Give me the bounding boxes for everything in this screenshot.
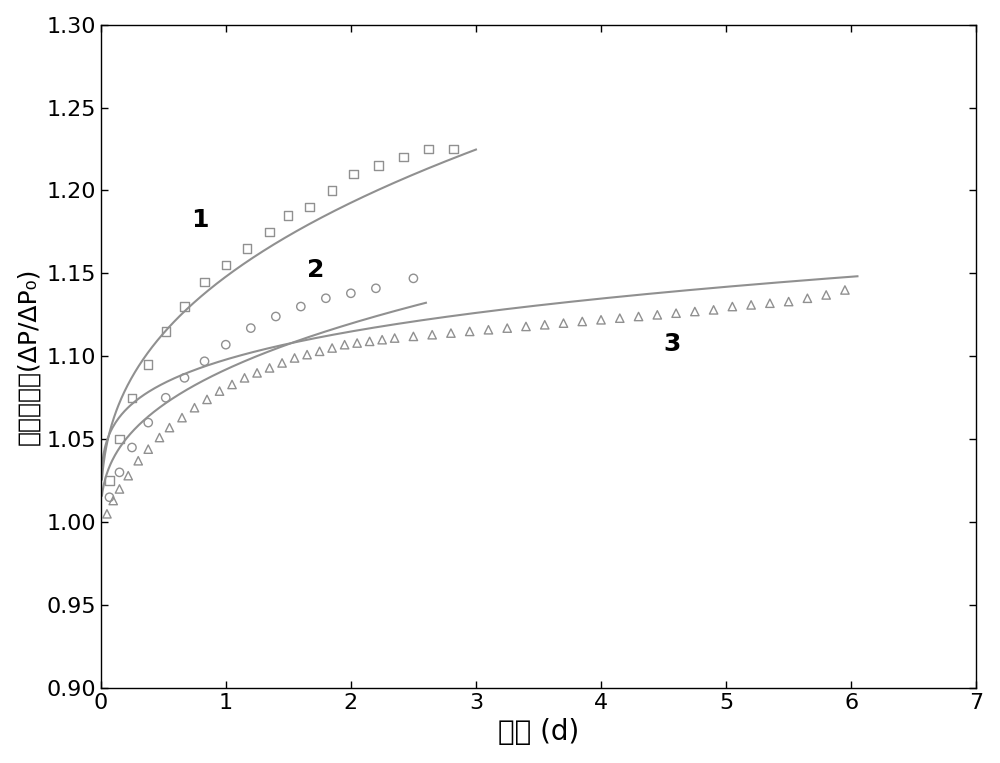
Point	[480, 324, 496, 336]
Point	[218, 339, 234, 351]
Point	[151, 431, 167, 443]
Point	[445, 143, 461, 155]
Point	[237, 372, 253, 384]
Y-axis label: 标准化压力(ΔP/ΔP₀): 标准化压力(ΔP/ΔP₀)	[17, 268, 41, 445]
Point	[405, 272, 421, 285]
Point	[158, 391, 174, 404]
Point	[197, 355, 213, 367]
Point	[262, 226, 278, 238]
Point	[274, 357, 290, 369]
Point	[111, 466, 127, 478]
Point	[158, 325, 174, 337]
Point	[706, 304, 722, 316]
Point	[370, 159, 386, 172]
Point	[781, 295, 797, 307]
Point	[837, 284, 853, 296]
Point	[140, 359, 156, 371]
Point	[249, 367, 265, 379]
Point	[120, 469, 136, 481]
Point	[649, 309, 665, 321]
Point	[224, 378, 240, 391]
Point	[518, 320, 534, 333]
Point	[243, 322, 259, 334]
Point	[130, 455, 146, 467]
Point	[443, 327, 459, 340]
Point	[762, 297, 778, 309]
Point	[631, 311, 647, 323]
Point	[318, 292, 334, 304]
Text: 1: 1	[191, 208, 208, 232]
Point	[687, 305, 703, 317]
Point	[293, 301, 309, 313]
Point	[99, 507, 115, 520]
Point	[124, 441, 140, 453]
Point	[174, 411, 190, 423]
Point	[162, 421, 178, 433]
Point	[349, 337, 365, 349]
Point	[405, 330, 421, 343]
Point	[818, 289, 834, 301]
Point	[724, 301, 740, 313]
Point	[187, 401, 203, 414]
Point	[368, 282, 384, 295]
Point	[499, 322, 515, 334]
Point	[743, 299, 759, 311]
Point	[199, 393, 215, 405]
Point	[337, 339, 353, 351]
Point	[668, 307, 684, 319]
Point	[239, 243, 255, 255]
Point	[343, 287, 359, 299]
Point	[574, 315, 590, 327]
Point	[374, 333, 390, 346]
Point	[218, 259, 234, 271]
Point	[197, 275, 213, 288]
Point	[612, 312, 628, 324]
Point	[299, 349, 315, 361]
Point	[111, 483, 127, 495]
Point	[462, 325, 478, 337]
Point	[262, 362, 278, 374]
Text: 3: 3	[664, 333, 681, 356]
Point	[312, 345, 328, 357]
Point	[424, 329, 440, 341]
Point	[280, 209, 296, 221]
Point	[177, 372, 193, 384]
Point	[324, 185, 340, 197]
Point	[111, 433, 127, 446]
Point	[101, 491, 117, 504]
Point	[287, 352, 303, 364]
Point	[593, 314, 609, 326]
Point	[124, 391, 140, 404]
Point	[324, 342, 340, 354]
Point	[177, 301, 193, 313]
Point	[140, 417, 156, 429]
Text: 2: 2	[307, 258, 324, 282]
Point	[212, 385, 228, 398]
Point	[799, 292, 815, 304]
Point	[101, 475, 117, 487]
Point	[140, 443, 156, 456]
Point	[345, 168, 361, 180]
Point	[537, 319, 553, 331]
Point	[420, 143, 436, 155]
Point	[302, 201, 318, 213]
X-axis label: 时间 (d): 时间 (d)	[498, 718, 579, 746]
Point	[268, 311, 284, 323]
Point	[395, 151, 411, 163]
Point	[362, 335, 378, 347]
Point	[556, 317, 572, 329]
Point	[387, 332, 403, 344]
Point	[105, 494, 121, 507]
